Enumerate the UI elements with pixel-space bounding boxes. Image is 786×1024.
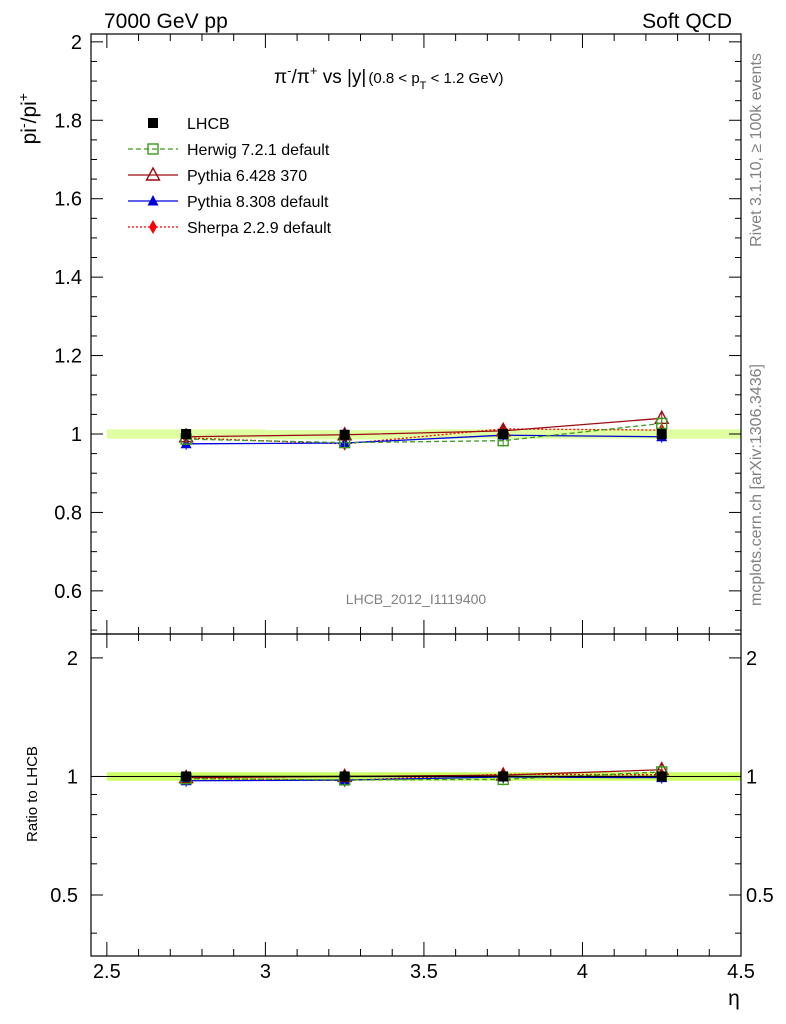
legend-label-herwig: Herwig 7.2.1 default: [187, 142, 330, 159]
main-y-tick-label: 1: [71, 424, 82, 446]
legend-marker-pythia8: [147, 195, 159, 206]
main-y-tick-label: 2: [71, 32, 82, 54]
legend-label-sherpa: Sherpa 2.2.9 default: [187, 220, 332, 237]
ratio-frame: [90, 633, 742, 957]
analysis-watermark: LHCB_2012_I1119400: [346, 591, 487, 607]
legend-label-lhcb: LHCB: [187, 116, 230, 133]
legend-marker-sherpa: [149, 220, 157, 234]
main-y-tick-label: 1.2: [54, 346, 82, 368]
ratio-y-axis-label: Ratio to LHCB: [24, 746, 41, 842]
x-tick-label: 4.5: [727, 961, 755, 983]
ratio-y-tick-label-right: 0.5: [746, 885, 774, 907]
main-pythia6-line: [186, 417, 662, 438]
legend: LHCB Herwig 7.2.1 default Pythia 6.428 370…: [128, 116, 332, 237]
x-axis-label: η: [728, 987, 740, 1010]
ratio-y-tick-label: 1: [67, 766, 78, 788]
axes-layer: 0.6 0.8 1 1.2 1.4 1.6 1.8 2 2.5 3 3.5 4 4.5 0.5 0.5 1 1 2…: [50, 32, 774, 983]
legend-marker-lhcb: [148, 118, 158, 128]
ratio-y-tick-label: 0.5: [50, 885, 78, 907]
main-y-tick-label: 0.6: [54, 581, 82, 603]
main-y-tick-label: 1.8: [54, 110, 82, 132]
main-lhcb-point: [656, 429, 667, 439]
legend-label-pythia8: Pythia 8.308 default: [187, 194, 329, 211]
main-y-axis-label: pi-/pi+: [15, 93, 41, 144]
main-title: π-/π+ vs |y| (0.8 < pT < 1.2 GeV): [274, 63, 504, 92]
main-sherpa-line: [186, 428, 662, 445]
x-tick-label: 2.5: [93, 961, 121, 983]
header-right: Soft QCD: [642, 10, 732, 33]
main-y-tick-label: 1.4: [54, 267, 82, 289]
legend-marker-herwig: [147, 143, 159, 155]
main-band-layer: [106, 429, 741, 440]
main-pythia8-line: [186, 434, 662, 445]
ratio-y-tick-label: 2: [67, 648, 78, 670]
main-lhcb-point: [339, 429, 350, 440]
ratio-y-tick-label-right: 1: [746, 766, 757, 788]
main-lhcb-point: [498, 429, 509, 439]
main-lhcb-point: [181, 429, 192, 439]
legend-label-pythia6: Pythia 6.428 370: [187, 168, 307, 185]
rivet-label: Rivet 3.1.10, ≥ 100k events: [748, 53, 765, 247]
main-y-tick-label: 1.6: [54, 189, 82, 211]
main-plot-layer: [178, 409, 670, 451]
header-left: 7000 GeV pp: [104, 10, 228, 33]
x-tick-label: 3.5: [410, 961, 438, 983]
ratio-pythia8-line: [186, 776, 662, 782]
source-label: mcplots.cern.ch [arXiv:1306.3436]: [748, 364, 765, 606]
main-herwig-line: [186, 422, 662, 444]
ratio-sherpa-line: [186, 773, 662, 782]
x-tick-label: 3: [260, 961, 271, 983]
legend-marker-pythia6: [145, 166, 161, 181]
ratio-herwig-line: [186, 771, 662, 781]
main-y-tick-label: 0.8: [54, 502, 82, 524]
ratio-y-tick-label-right: 2: [746, 648, 757, 670]
x-tick-label: 4: [577, 961, 588, 983]
